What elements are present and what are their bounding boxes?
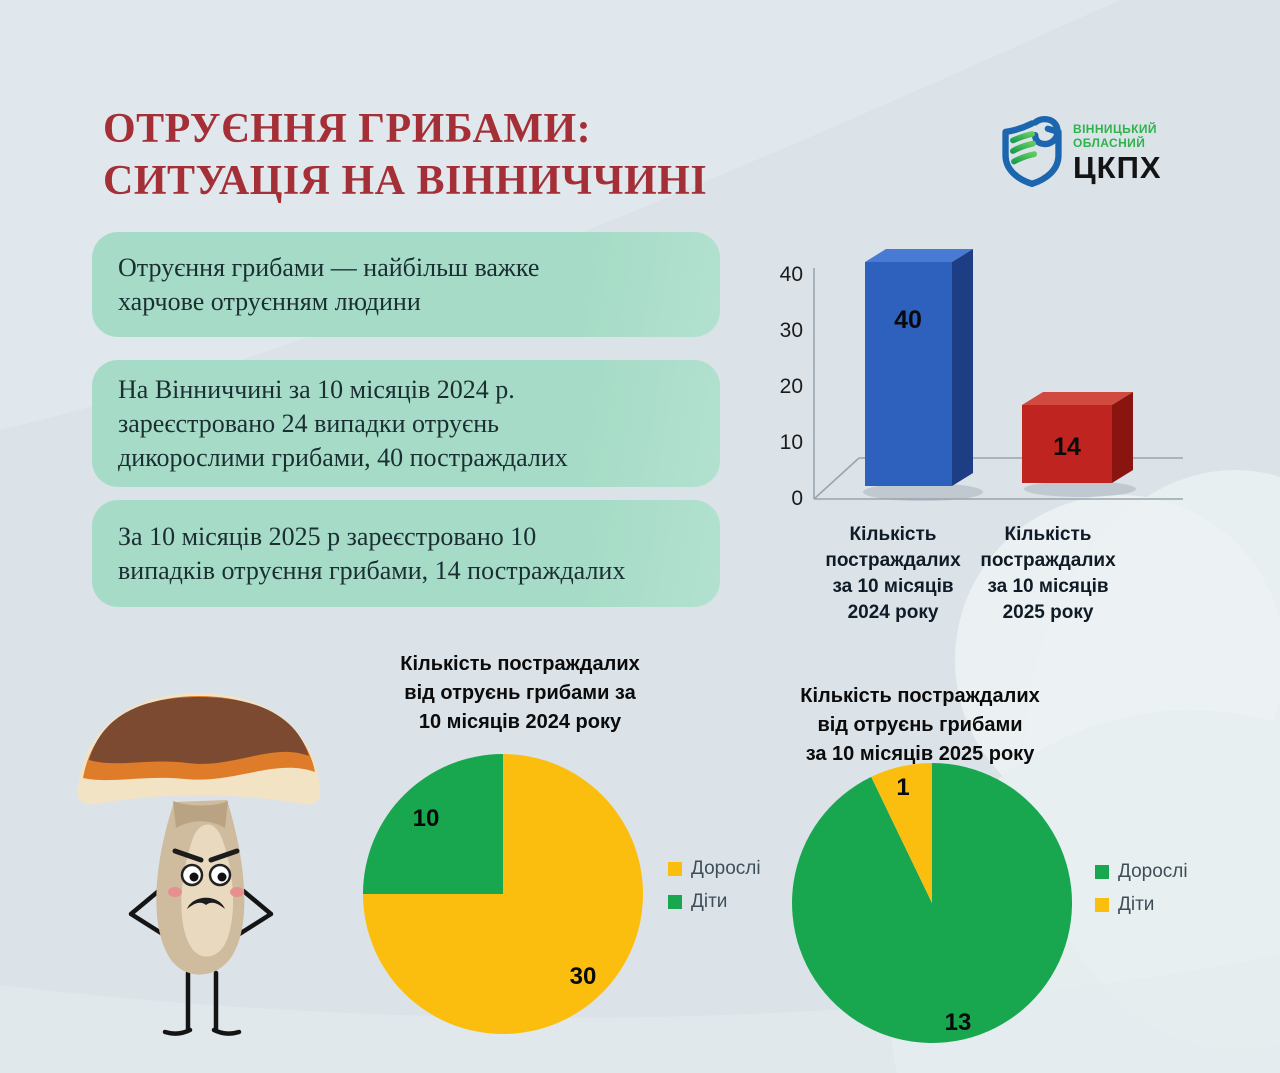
- svg-text:за 10 місяців: за 10 місяців: [832, 576, 953, 597]
- logo-org-name: ВІННИЦЬКИЙ ОБЛАСНИЙ: [1073, 122, 1162, 150]
- bar-2024-front-face: [865, 262, 952, 486]
- y-tick-20: 20: [780, 375, 803, 398]
- legend-swatch-children: [668, 895, 682, 909]
- bar-category-label-2025: Кількість постраждалих за 10 місяців 202…: [980, 524, 1116, 623]
- logo-org-line2: ОБЛАСНИЙ: [1073, 136, 1146, 150]
- pie-chart-2025: 1 13: [792, 763, 1072, 1043]
- mouth: [187, 897, 225, 909]
- y-tick-40: 40: [780, 263, 803, 286]
- legend-item-children: Діти: [668, 891, 761, 913]
- pie-2024-legend: Дорослі Діти: [668, 858, 761, 913]
- y-tick-0: 0: [791, 487, 803, 510]
- legend-label-adults: Дорослі: [691, 858, 761, 879]
- legend-swatch-adults: [668, 862, 682, 876]
- y-tick-10: 10: [780, 431, 803, 454]
- legend-swatch-adults: [1095, 865, 1109, 879]
- svg-text:Кількість: Кількість: [1005, 524, 1092, 545]
- bar-2024: 40: [865, 249, 973, 486]
- pie-2024-slice-children: [363, 754, 503, 894]
- right-blush: [230, 887, 244, 897]
- mushroom-cap: [77, 693, 321, 805]
- bar-2025: 14: [1022, 392, 1133, 483]
- legend-label-adults: Дорослі: [1118, 861, 1188, 882]
- info-box-2: На Вінниччині за 10 місяців 2024 р. заре…: [92, 360, 720, 487]
- bar-1-shadow: [863, 483, 983, 501]
- bar-chart: 0 10 20 30 40 40 14 Кількість постраждал…: [780, 249, 1183, 623]
- y-tick-30: 30: [780, 319, 803, 342]
- pie-2024-title: Кількість постраждалих від отруєнь гриба…: [400, 653, 640, 733]
- page-title: ОТРУЄННЯ ГРИБАМИ: СИТУАЦІЯ НА ВІННИЧЧИНІ: [103, 103, 707, 207]
- bar-2024-value-label: 40: [894, 306, 922, 334]
- legend-label-children: Діти: [1118, 894, 1155, 915]
- legend-label-children: Діти: [691, 891, 728, 912]
- page-title-line2: СИТУАЦІЯ НА ВІННИЧЧИНІ: [103, 158, 708, 204]
- svg-text:2025 року: 2025 року: [1003, 602, 1094, 623]
- mushroom-face: [168, 848, 244, 909]
- svg-text:постраждалих: постраждалих: [980, 550, 1116, 571]
- logo-org-line1: ВІННИЦЬКИЙ: [1073, 122, 1157, 136]
- legend-swatch-children: [1095, 898, 1109, 912]
- pie-2024-children-value: 10: [413, 805, 440, 832]
- legend-item-adults: Дорослі: [668, 858, 761, 880]
- bar-2025-value-label: 14: [1053, 433, 1081, 461]
- pie-2025-children-value: 1: [896, 774, 909, 801]
- legend-item-children: Діти: [1095, 894, 1188, 916]
- svg-text:постраждалих: постраждалих: [825, 550, 961, 571]
- bar-2024-side-face: [952, 249, 973, 486]
- bar-chart-floor-diagonal: [813, 457, 860, 500]
- page-title-line1: ОТРУЄННЯ ГРИБАМИ:: [103, 106, 592, 152]
- mushroom-character-illustration: [77, 693, 321, 1036]
- right-eyebrow: [208, 848, 240, 863]
- logo-text: ВІННИЦЬКИЙ ОБЛАСНИЙ ЦКПХ: [1073, 115, 1162, 184]
- bar-2-shadow: [1024, 481, 1136, 497]
- legend-item-adults: Дорослі: [1095, 861, 1188, 883]
- org-logo: ВІННИЦЬКИЙ ОБЛАСНИЙ ЦКПХ: [1000, 115, 1162, 187]
- left-eyebrow: [172, 848, 204, 863]
- bar-2025-top-face: [1022, 392, 1133, 405]
- svg-text:Кількість: Кількість: [850, 524, 937, 545]
- svg-text:2024 року: 2024 року: [848, 602, 939, 623]
- bar-2024-top-face: [865, 249, 973, 262]
- logo-abbr: ЦКПХ: [1073, 150, 1162, 185]
- pie-2025-legend: Дорослі Діти: [1095, 861, 1188, 916]
- mushroom-stem-shadow: [173, 801, 228, 828]
- pie-2024-adults-value: 30: [570, 963, 597, 990]
- pie-2025-title: Кількість постраждалих від отруєнь гриба…: [800, 685, 1040, 765]
- pie-2025-adults-value: 13: [945, 1009, 972, 1036]
- logo-shield-icon: [1002, 116, 1062, 187]
- bar-2025-side-face: [1112, 392, 1133, 483]
- pie-2025-slice-children: [871, 763, 932, 903]
- info-box-1: Отруєння грибами — найбільш важке харчов…: [92, 232, 720, 337]
- pie-2025-slice-adults: [792, 763, 1072, 1043]
- svg-text:за 10 місяців: за 10 місяців: [987, 576, 1108, 597]
- left-blush: [168, 887, 182, 897]
- mushroom-legs: [162, 970, 242, 1036]
- bar-2025-front-face: [1022, 405, 1112, 483]
- pie-chart-2024: 10 30: [363, 754, 643, 1034]
- info-box-3: За 10 місяців 2025 р зареєстровано 10 ви…: [92, 500, 720, 607]
- bar-category-label-2024: Кількість постраждалих за 10 місяців 202…: [825, 524, 961, 623]
